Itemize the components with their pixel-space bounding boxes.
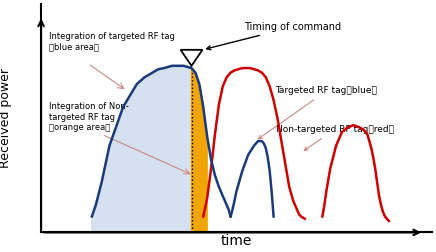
Text: Timing of command: Timing of command xyxy=(207,22,341,50)
Text: Integration of Non-
targeted RF tag
（orange area）: Integration of Non- targeted RF tag （ora… xyxy=(49,102,129,132)
Text: Non-targeted RF tag（red）: Non-targeted RF tag（red） xyxy=(276,125,394,150)
Polygon shape xyxy=(92,66,191,232)
Text: Received power: Received power xyxy=(0,68,12,168)
Text: Targeted RF tag（blue）: Targeted RF tag（blue） xyxy=(259,86,378,139)
Text: Integration of targeted RF tag
（blue area）: Integration of targeted RF tag （blue are… xyxy=(49,32,175,51)
X-axis label: time: time xyxy=(221,234,252,248)
Polygon shape xyxy=(191,68,207,232)
